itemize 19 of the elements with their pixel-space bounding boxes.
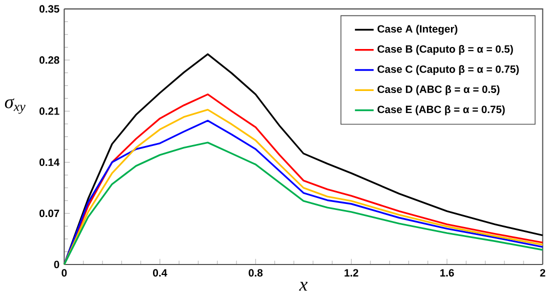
legend-label: Case E (ABC β = α = 0.75) (378, 105, 505, 116)
x-tick-label: 1.6 (440, 269, 454, 277)
legend-label: Case D (ABC β = α = 0.5) (378, 85, 500, 96)
x-tick-label: 1.2 (344, 269, 358, 276)
y-tick-label: 0 (54, 260, 60, 268)
x-tick-label: 0.8 (248, 269, 263, 277)
x-tick-label: 2 (540, 269, 546, 276)
legend-label: Case C (Caputo β = α = 0.75) (378, 65, 519, 75)
legend-label: Case B (Caputo β = α = 0.5) (378, 44, 513, 55)
y-tick-label: 0.07 (40, 210, 60, 218)
x-tick-label: 0 (62, 269, 67, 277)
y-tick-label: 0.14 (40, 158, 60, 166)
y-tick-label: 0.28 (40, 56, 60, 64)
x-axis-title: x (299, 282, 308, 291)
x-tick-label: 0.4 (153, 269, 168, 277)
y-axis-title: σ$_{xy}$ (4, 98, 26, 114)
y-tick-label: 0.21 (40, 107, 60, 115)
legend-label: Case A (Integer) (378, 24, 458, 35)
y-tick-label: 0.35 (40, 5, 60, 13)
